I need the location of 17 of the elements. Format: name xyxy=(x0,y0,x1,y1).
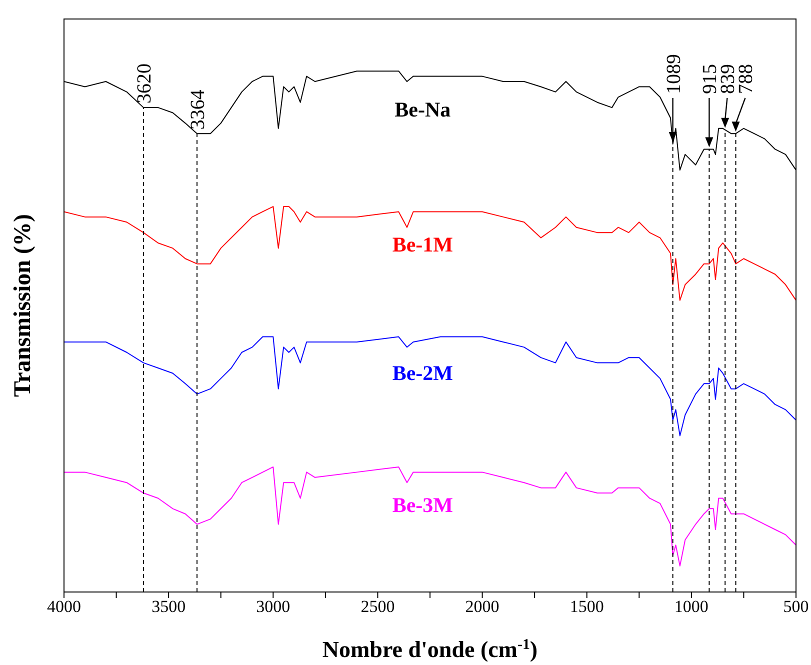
x-axis-title: Nombre d'onde (cm$^{-1}$) xyxy=(322,637,538,662)
x-tick-label: 3500 xyxy=(152,597,186,616)
x-tick-label: 1000 xyxy=(674,597,708,616)
x-tick-label: 1500 xyxy=(570,597,604,616)
ref-line-label: 3364 xyxy=(187,90,210,130)
x-tick-label: 3000 xyxy=(256,597,290,616)
series-label: Be-1M xyxy=(392,232,454,257)
x-tick-label: 500 xyxy=(783,597,809,616)
x-tick-label: 2000 xyxy=(465,597,500,616)
series-label: Be-3M xyxy=(392,493,454,518)
y-axis-title: Transmission (%) xyxy=(10,214,36,397)
series-label: Be-2M xyxy=(392,361,454,386)
x-tick-label: 4000 xyxy=(47,597,81,616)
ref-line-label: 3620 xyxy=(133,64,156,104)
ref-line-label: 1089 xyxy=(662,54,685,94)
x-tick-label: 2500 xyxy=(360,597,395,616)
series-label: Be-Na xyxy=(394,97,452,122)
